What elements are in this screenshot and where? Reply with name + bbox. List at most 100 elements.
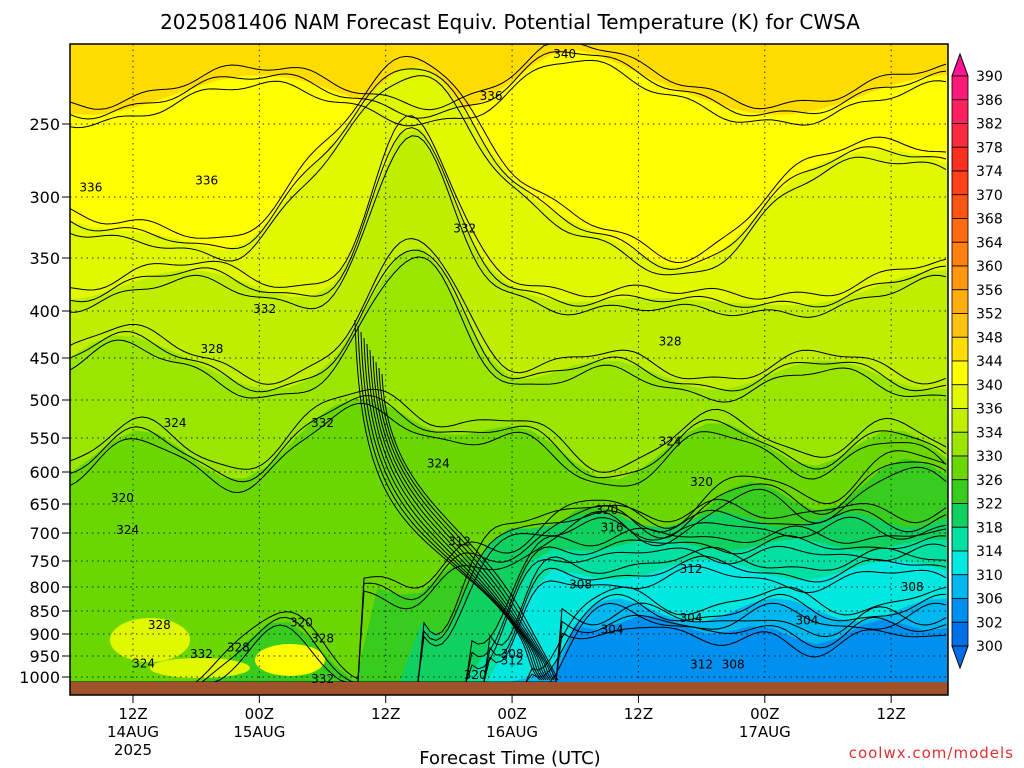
- colorbar: 390 386 382 378 374 370 368 364 360 356 352 348 344 3…: [951, 52, 1003, 670]
- colorbar-label: 348: [976, 330, 1003, 346]
- grid-lines: [70, 44, 948, 682]
- x-tick-time: 12Z: [371, 705, 400, 723]
- contour-label: 308: [569, 577, 592, 591]
- contour-line: [70, 237, 947, 385]
- colorbar-swatch: [951, 550, 969, 576]
- contour-line: [360, 331, 545, 681]
- contour-label: 308: [901, 580, 924, 594]
- contour-label: 336: [79, 181, 102, 195]
- x-tick-date: 15AUG: [233, 723, 285, 741]
- y-tick-label: 950: [29, 647, 60, 666]
- contour-line: [70, 388, 947, 473]
- contour-label: 308: [501, 647, 524, 661]
- y-tick-label: 500: [29, 391, 60, 410]
- contour-line: [70, 593, 947, 682]
- contour-line: [70, 395, 947, 483]
- contour-line: [70, 498, 947, 682]
- contour-line: [70, 51, 947, 120]
- y-tick-label: 1000: [19, 668, 60, 687]
- colorbar-swatch: [951, 598, 969, 623]
- contour-label: 316: [601, 520, 624, 534]
- contour-line: [70, 461, 947, 682]
- colorbar-swatch: [951, 384, 969, 409]
- colorbar-swatch: [951, 408, 969, 433]
- contour-line: [70, 516, 947, 682]
- colorbar-swatch: [951, 360, 969, 386]
- colorbar-label: 302: [976, 615, 1003, 631]
- colorbar-label: 360: [976, 259, 1003, 275]
- contour-label: 328: [148, 618, 171, 632]
- contour-label: 324: [427, 456, 450, 470]
- colorbar-label: 306: [976, 592, 1003, 608]
- contour-line: [70, 626, 947, 682]
- contour-label: 336: [195, 174, 218, 188]
- contour-label: 328: [311, 631, 334, 645]
- ground-strip: [70, 682, 948, 695]
- colorbar-swatch: [951, 336, 969, 362]
- y-tick-label: 250: [29, 115, 60, 134]
- contour-line: [378, 367, 557, 681]
- x-axis-label: Forecast Time (UTC): [419, 748, 600, 768]
- contour-line: [70, 59, 947, 129]
- colorbar-label: 344: [976, 354, 1003, 370]
- contour-lines: [70, 44, 947, 682]
- field-pocket-336: [110, 618, 190, 662]
- contour-line: [70, 602, 947, 682]
- colorbar-swatch: [951, 479, 969, 504]
- y-tick-label: 700: [29, 524, 60, 543]
- colorbar-swatch: [951, 241, 969, 267]
- y-axis: 250 300 350 400 450 500 550 600 650 700 750 800 850 9…: [19, 115, 70, 687]
- colorbar-label: 356: [976, 283, 1003, 299]
- contour-label: 332: [253, 302, 276, 316]
- contour-line: [372, 355, 553, 681]
- contour-label: 304: [680, 611, 703, 625]
- contour-line: [70, 68, 947, 270]
- colorbar-label: 326: [976, 473, 1003, 489]
- contour-line: [70, 403, 947, 494]
- contour-label: 324: [132, 657, 155, 671]
- contour-label: 332: [190, 647, 213, 661]
- x-tick-year: 2025: [114, 741, 152, 759]
- colorbar-swatch: [951, 621, 969, 647]
- x-tick-date: 17AUG: [739, 723, 791, 741]
- field-pocket-336: [150, 658, 250, 678]
- colorbar-swatch: [951, 574, 969, 599]
- colorbar-bottom-arrow: [951, 645, 969, 670]
- contour-label: 320: [595, 503, 618, 517]
- contour-label: 320: [690, 475, 713, 489]
- x-tick-time: 00Z: [497, 705, 526, 723]
- colorbar-label: 368: [976, 212, 1003, 228]
- colorbar-label: 386: [976, 93, 1003, 109]
- colorbar-swatch: [951, 313, 969, 338]
- contour-label: 332: [311, 416, 334, 430]
- contour-line: [381, 373, 559, 681]
- contour-label: 320: [464, 668, 487, 682]
- colorbar-swatch: [951, 170, 969, 196]
- colorbar-swatch: [951, 503, 969, 528]
- colorbar-swatch: [951, 194, 969, 219]
- colorbar-label: 374: [976, 164, 1003, 180]
- colorbar-label: 390: [976, 69, 1003, 85]
- contour-line: [70, 256, 947, 403]
- contour-label: 320: [290, 616, 313, 630]
- colorbar-label: 314: [976, 544, 1003, 560]
- y-tick-label: 450: [29, 349, 60, 368]
- credit-text: coolwx.com/models: [849, 744, 1014, 762]
- contour-line: [70, 44, 947, 111]
- contour-label: 312: [690, 658, 713, 672]
- y-tick-label: 650: [29, 495, 60, 514]
- y-tick-label: 350: [29, 249, 60, 268]
- contour-line: [70, 55, 947, 264]
- colorbar-label: 322: [976, 497, 1003, 513]
- y-tick-label: 550: [29, 429, 60, 448]
- colorbar-label: 334: [976, 425, 1003, 441]
- theta-e-field: [70, 44, 948, 682]
- colorbar-swatch: [951, 526, 969, 552]
- contour-line: [70, 565, 947, 682]
- colorbar-swatch: [951, 431, 969, 457]
- colorbar-swatch: [951, 265, 969, 291]
- contour-line: [70, 508, 947, 682]
